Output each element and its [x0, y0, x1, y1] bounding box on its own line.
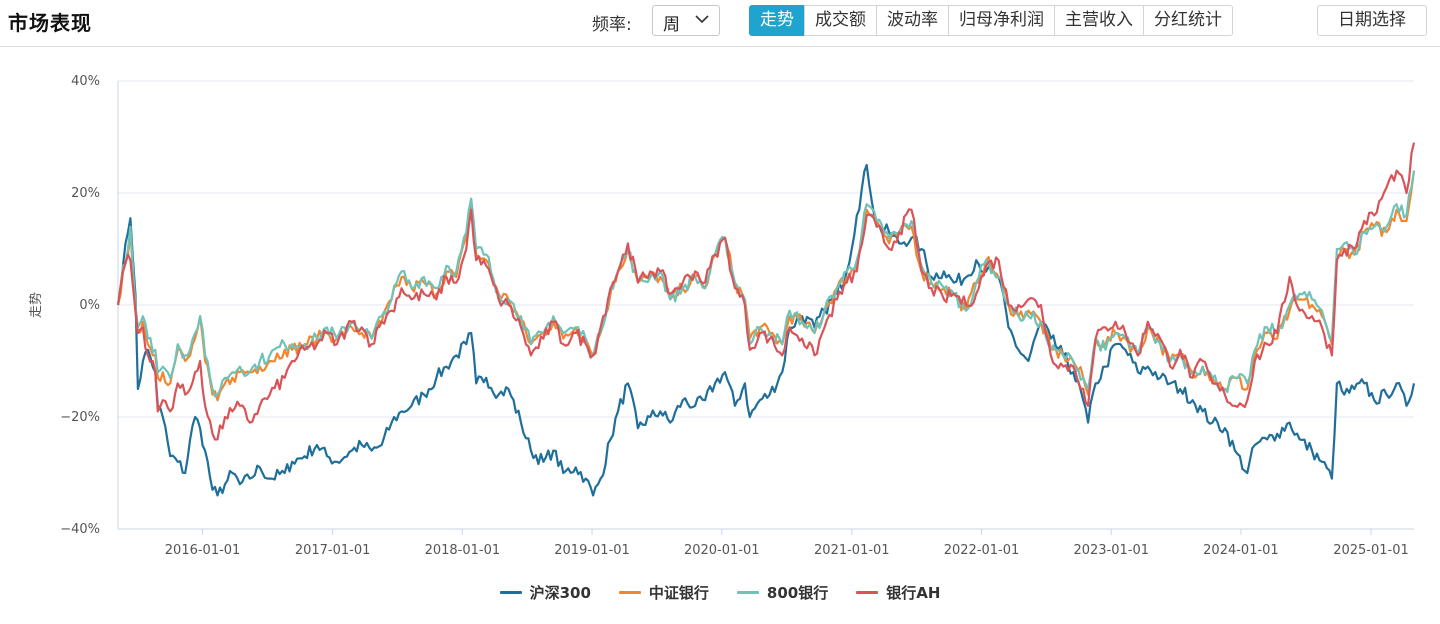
x-tick-label: 2018-01-01: [425, 543, 501, 558]
series-line-0: [116, 163, 1416, 497]
page-title: 市场表现: [8, 11, 92, 35]
x-tick-label: 2020-01-01: [684, 543, 760, 558]
legend-swatch: [736, 591, 759, 594]
x-tick-label: 2021-01-01: [814, 543, 890, 558]
legend-item-csi-bank[interactable]: 中证银行: [618, 582, 709, 603]
y-tick-label: 40%: [71, 74, 100, 89]
x-tick-label: 2024-01-01: [1203, 543, 1279, 558]
legend-item-800-bank[interactable]: 800银行: [736, 582, 829, 603]
legend-item-bank-ah[interactable]: 银行AH: [856, 582, 940, 603]
tab-turnover[interactable]: 成交额: [804, 5, 877, 36]
frequency-value: 周: [663, 15, 680, 35]
x-tick-label: 2019-01-01: [554, 543, 630, 558]
x-tick-label: 2017-01-01: [295, 543, 371, 558]
legend-label: 800银行: [766, 584, 829, 602]
legend-label: 银行AH: [886, 584, 941, 602]
x-tick-label: 2016-01-01: [165, 543, 241, 558]
legend-swatch: [618, 591, 641, 594]
series-line-1: [116, 170, 1416, 402]
y-tick-label: 20%: [71, 186, 100, 201]
chart-axes: 40% 20% 0% −20% −40% 2016-01-01 2017-01-01 2018…: [60, 74, 1414, 558]
series-line-2: [116, 170, 1416, 398]
chart-type-tabs: 走势 成交额 波动率 归母净利润 主营收入 分红统计: [749, 5, 1233, 36]
tab-dividend[interactable]: 分红统计: [1143, 5, 1233, 36]
tab-revenue[interactable]: 主营收入: [1054, 5, 1144, 36]
date-select-button[interactable]: 日期选择: [1317, 5, 1427, 36]
legend-label: 沪深300: [529, 584, 591, 602]
legend-swatch: [856, 591, 879, 594]
series-line-3: [116, 142, 1416, 441]
frequency-label: 频率:: [592, 15, 632, 35]
frequency-select[interactable]: 周: [652, 5, 720, 36]
x-tick-label: 2023-01-01: [1073, 543, 1149, 558]
legend-swatch: [499, 591, 522, 594]
tab-trend[interactable]: 走势: [749, 5, 805, 36]
chevron-down-icon: [695, 15, 709, 24]
y-tick-label: −20%: [60, 410, 100, 425]
header-bar: 市场表现 频率: 周 走势 成交额 波动率 归母净利润 主营收入 分红统计 日期…: [0, 0, 1440, 47]
tab-net-profit[interactable]: 归母净利润: [948, 5, 1055, 36]
x-tick-label: 2022-01-01: [944, 543, 1020, 558]
legend-item-hs300[interactable]: 沪深300: [499, 582, 591, 603]
chart-legend: 沪深300 中证银行 800银行 银行AH: [0, 582, 1440, 603]
y-axis-label: 走势: [28, 292, 44, 318]
line-chart: 40% 20% 0% −20% −40% 2016-01-01 2017-01-01 2018…: [28, 74, 1416, 558]
legend-label: 中证银行: [648, 584, 709, 602]
tab-volatility[interactable]: 波动率: [876, 5, 949, 36]
x-tick-label: 2025-01-01: [1333, 543, 1409, 558]
chart-grid: [118, 80, 1414, 418]
y-tick-label: −40%: [60, 522, 100, 537]
chart-series: [116, 142, 1416, 497]
y-tick-label: 0%: [79, 298, 100, 313]
